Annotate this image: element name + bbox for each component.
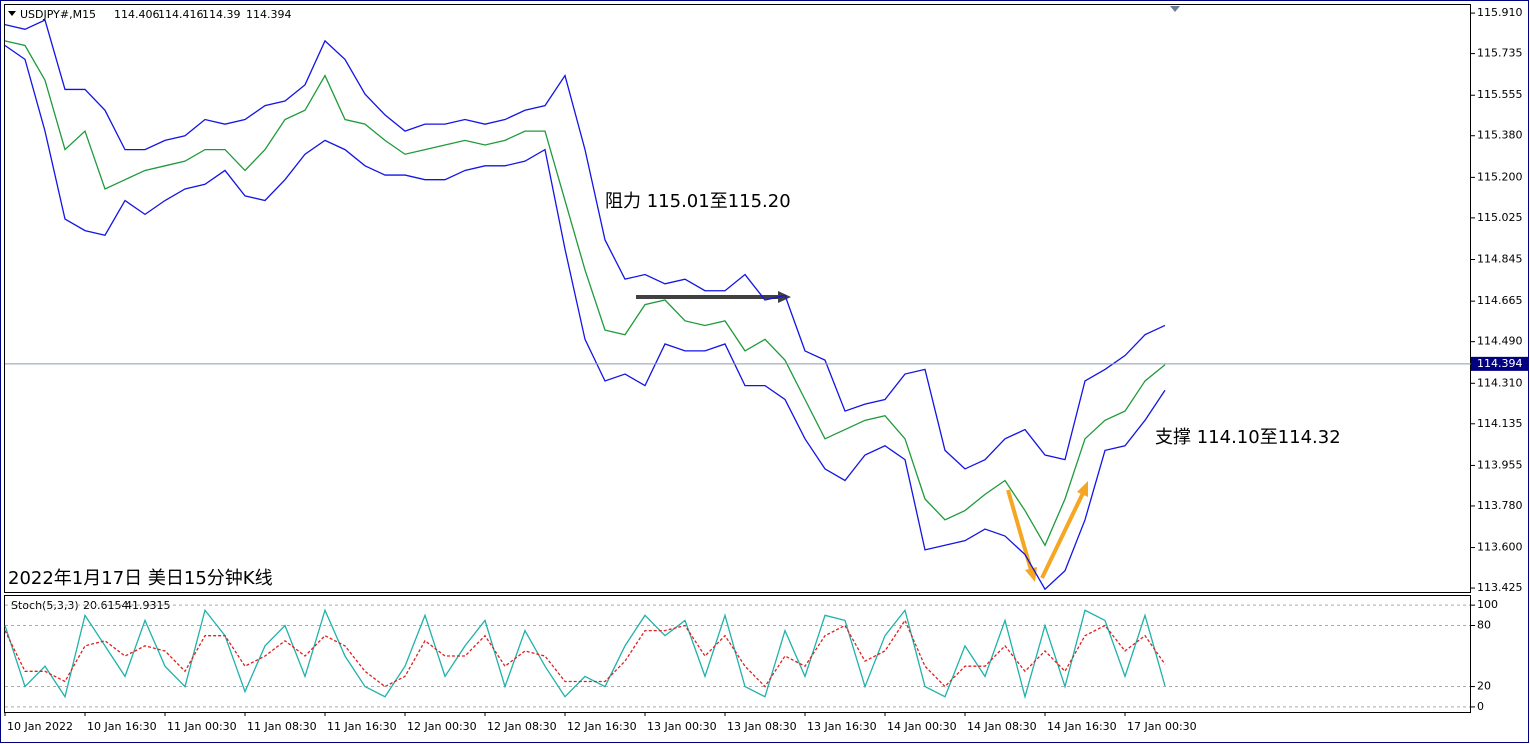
y-tick-label: 114.845 <box>1477 253 1523 266</box>
stoch-title: Stoch(5,3,3) <box>11 599 79 612</box>
x-tick-label: 12 Jan 00:30 <box>407 720 477 733</box>
y-tick-label: 80 <box>1477 619 1491 632</box>
x-tick-label: 12 Jan 16:30 <box>567 720 637 733</box>
y-tick-label: 115.555 <box>1477 88 1523 101</box>
ohlc-open: 114.406 <box>114 8 160 21</box>
x-tick-label: 11 Jan 16:30 <box>327 720 397 733</box>
stoch-panel <box>4 595 1471 713</box>
down-arrow <box>1006 489 1033 571</box>
stoch-k-value: 20.6154 <box>83 599 129 612</box>
y-tick-label: 115.380 <box>1477 129 1523 142</box>
y-tick-label: 115.200 <box>1477 170 1523 183</box>
y-tick-label: 114.490 <box>1477 335 1523 348</box>
resistance-arrow-head <box>778 291 791 303</box>
y-tick-label: 114.310 <box>1477 376 1523 389</box>
x-tick-label: 11 Jan 00:30 <box>167 720 237 733</box>
up-arrow <box>1040 492 1085 579</box>
y-tick-label: 20 <box>1477 680 1491 693</box>
support-annotation: 支撑 114.10至114.32 <box>1155 427 1341 448</box>
current-price-label: 114.394 <box>1477 357 1523 370</box>
current-price-box <box>1471 356 1528 371</box>
y-tick-label: 115.735 <box>1477 47 1523 60</box>
up-arrow-head <box>1077 481 1088 497</box>
y-tick-label: 100 <box>1477 598 1498 611</box>
stoch-d-value: 41.9315 <box>125 599 171 612</box>
price-panel <box>4 4 1471 593</box>
x-tick-label: 13 Jan 00:30 <box>647 720 717 733</box>
x-tick-label: 12 Jan 08:30 <box>487 720 557 733</box>
x-tick-label: 14 Jan 08:30 <box>967 720 1037 733</box>
y-tick-label: 113.780 <box>1477 499 1523 512</box>
y-tick-label: 115.025 <box>1477 211 1523 224</box>
x-tick-label: 14 Jan 00:30 <box>887 720 957 733</box>
ohlc-high: 114.416 <box>158 8 204 21</box>
x-tick-label: 11 Jan 08:30 <box>247 720 317 733</box>
x-tick-label: 10 Jan 2022 <box>7 720 73 733</box>
menu-triangle <box>8 11 16 16</box>
ohlc-low: 114.39 <box>202 8 241 21</box>
resistance-annotation: 阻力 115.01至115.20 <box>605 191 791 212</box>
ohlc-close: 114.394 <box>246 8 292 21</box>
chart-caption: 2022年1月17日 美日15分钟K线 <box>8 568 273 589</box>
y-tick-label: 115.910 <box>1477 6 1523 19</box>
y-tick-label: 113.955 <box>1477 458 1523 471</box>
y-tick-label: 114.665 <box>1477 294 1523 307</box>
y-tick-label: 0 <box>1477 700 1484 713</box>
series-line <box>4 44 1166 591</box>
series-line <box>4 40 1166 547</box>
x-tick-label: 14 Jan 16:30 <box>1047 720 1117 733</box>
symbol-title: USDJPY#,M15 <box>20 8 96 21</box>
y-tick-label: 114.135 <box>1477 417 1523 430</box>
x-tick-label: 13 Jan 08:30 <box>727 720 797 733</box>
series-line <box>4 608 1166 700</box>
x-tick-label: 17 Jan 00:30 <box>1127 720 1197 733</box>
shift-marker <box>1170 6 1180 12</box>
series-line <box>4 619 1166 688</box>
x-tick-label: 13 Jan 16:30 <box>807 720 877 733</box>
y-tick-label: 113.425 <box>1477 581 1523 594</box>
series-line <box>4 19 1166 470</box>
x-tick-label: 10 Jan 16:30 <box>87 720 157 733</box>
y-tick-label: 113.600 <box>1477 541 1523 554</box>
